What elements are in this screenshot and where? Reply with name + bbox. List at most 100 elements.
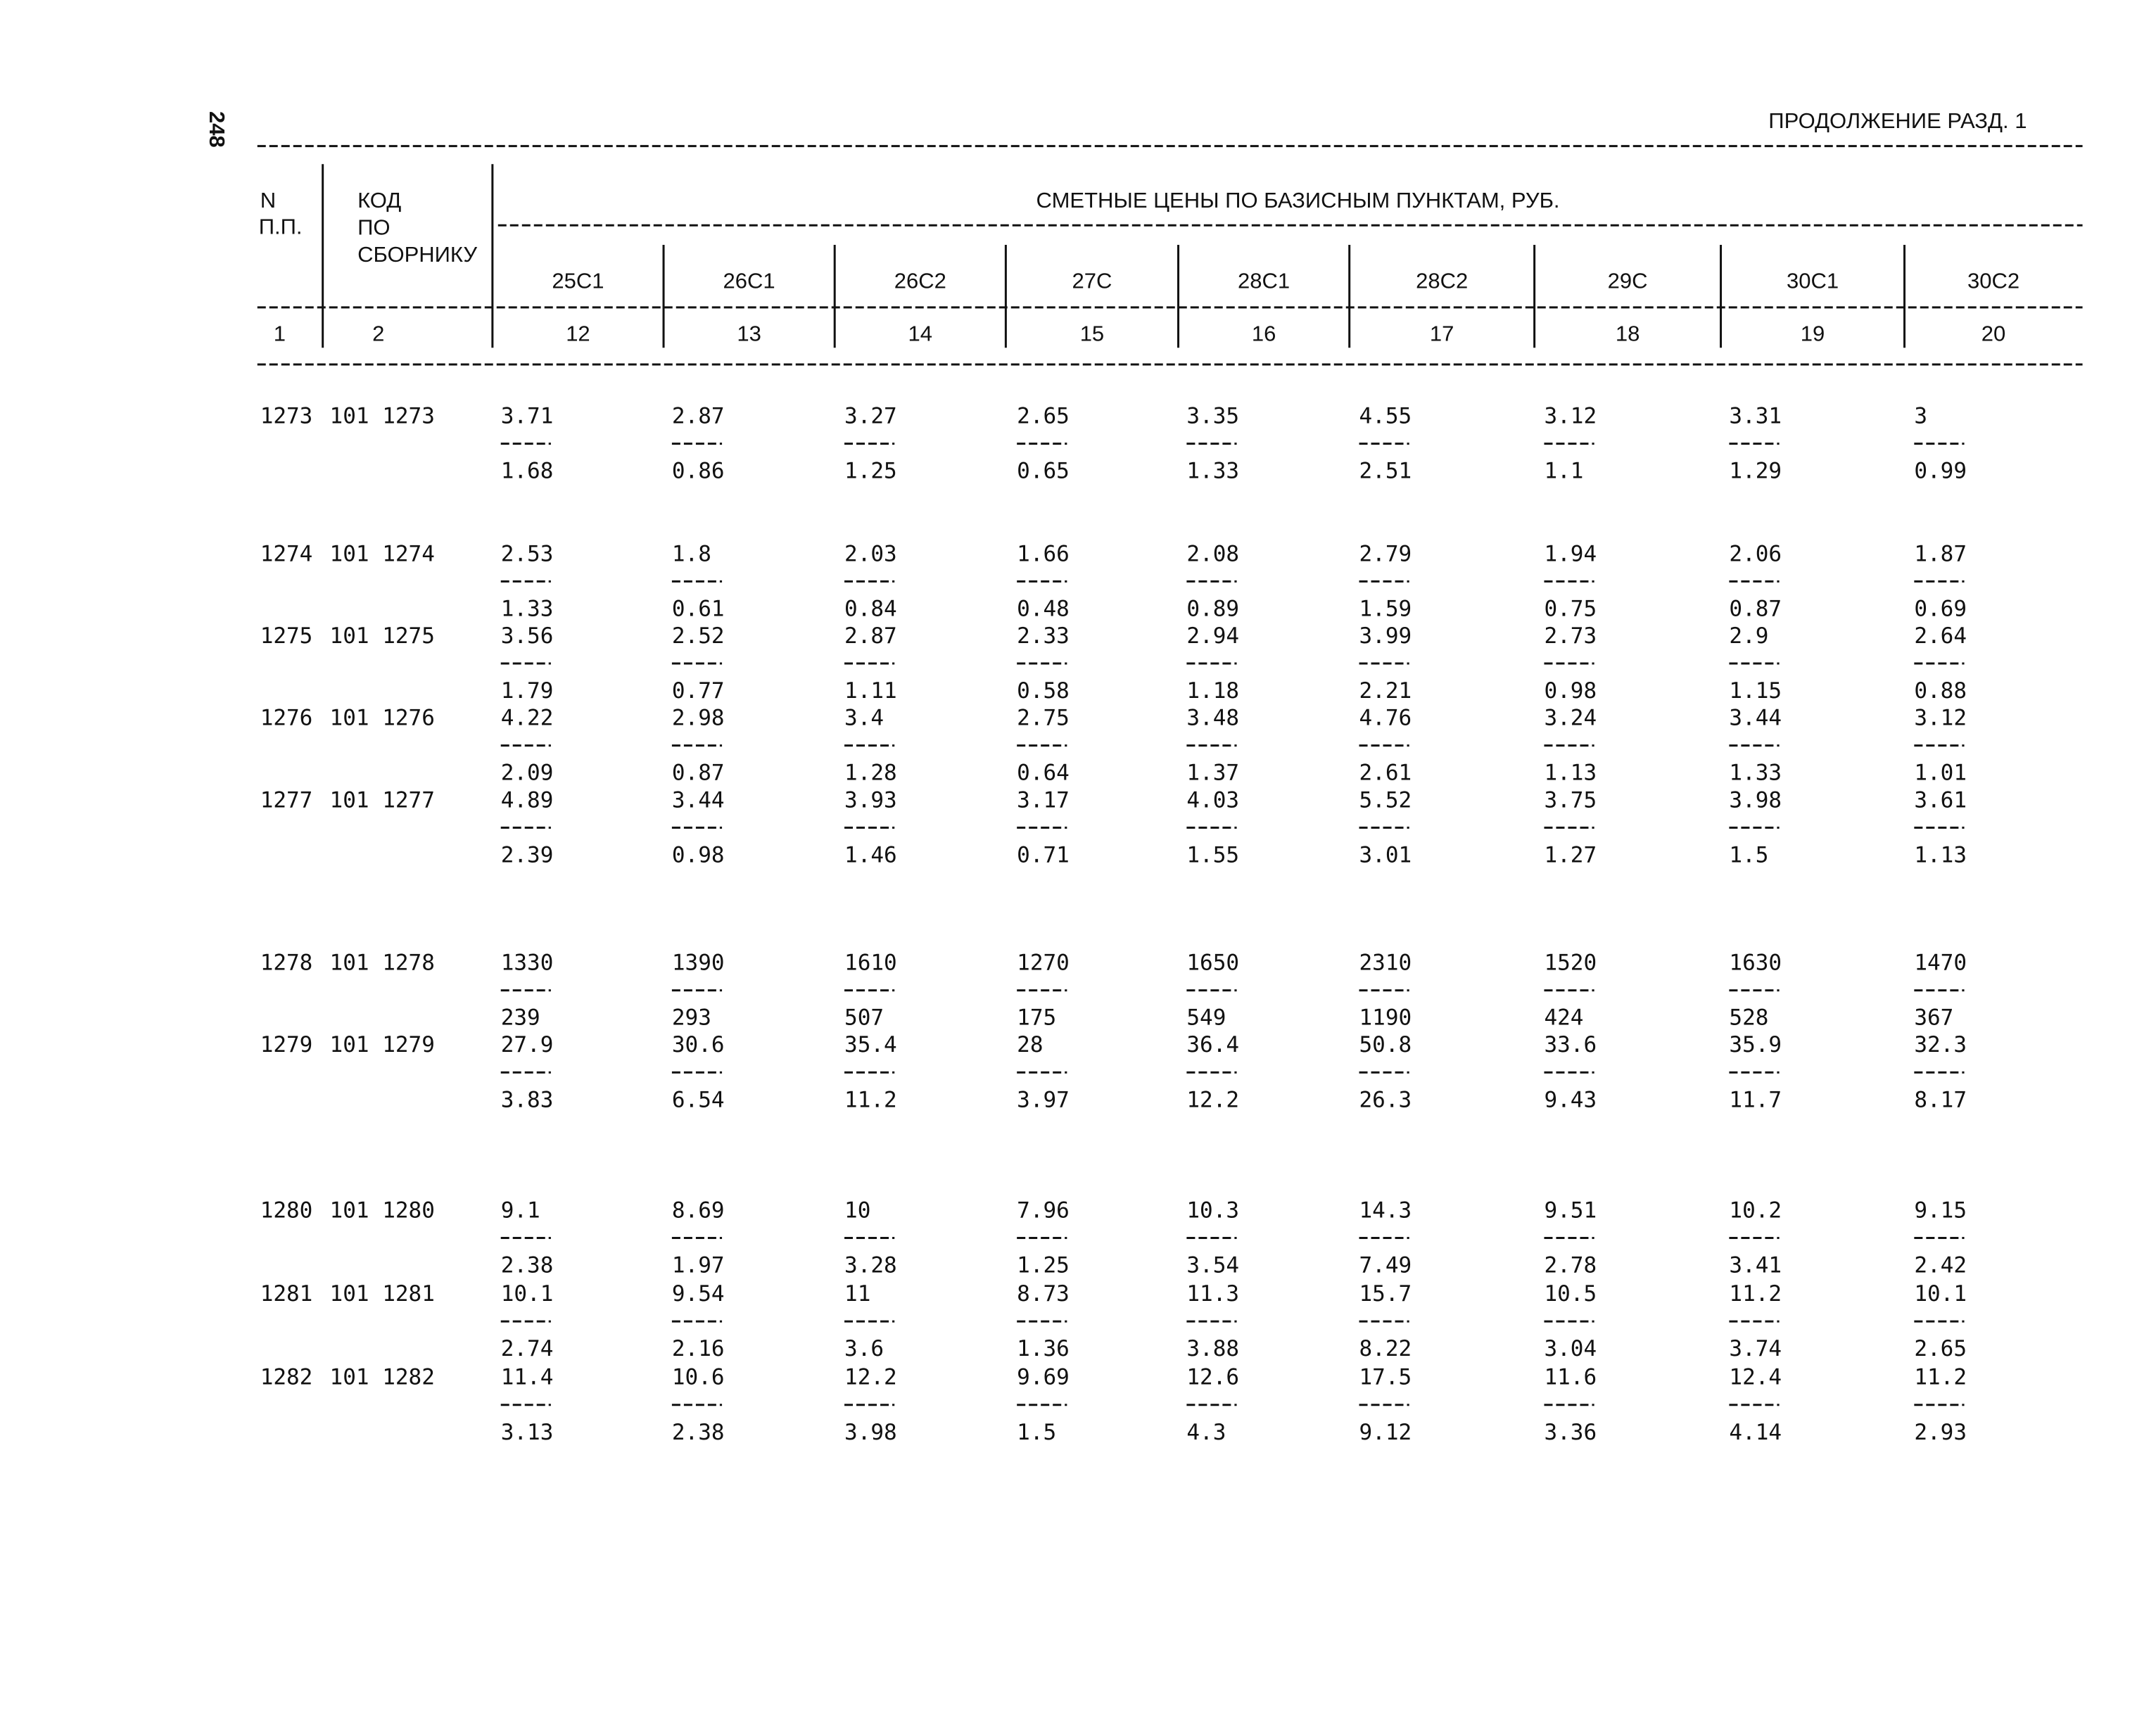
price-top: 4.89 — [501, 787, 554, 813]
column-name: 26С2 — [894, 269, 946, 293]
column-name: 29С — [1608, 269, 1648, 293]
row-code: 101 1277 — [330, 787, 435, 813]
price-bottom: 6.54 — [672, 1087, 725, 1112]
price-bottom: 11.7 — [1729, 1087, 1782, 1112]
price-bottom: 0.88 — [1914, 678, 1967, 704]
price-top: 2.9 — [1729, 623, 1768, 649]
price-top: 1470 — [1914, 951, 1967, 976]
price-top: 1650 — [1186, 951, 1239, 976]
page-number: 248 — [205, 111, 229, 148]
price-bottom: 367 — [1914, 1005, 1953, 1031]
price-top: 3.93 — [844, 787, 897, 813]
price-bottom: 26.3 — [1359, 1087, 1412, 1112]
price-bottom: 2.42 — [1914, 1253, 1967, 1278]
price-top: 2.75 — [1017, 706, 1070, 731]
price-top: 7.96 — [1017, 1197, 1070, 1223]
price-bottom: 3.28 — [844, 1253, 897, 1278]
price-top: 3.4 — [844, 706, 884, 731]
price-bottom: 239 — [501, 1005, 540, 1031]
price-top: 27.9 — [501, 1032, 554, 1057]
price-bottom: 0.98 — [1544, 678, 1597, 704]
number-label: П.П. — [259, 214, 303, 239]
price-top: 3.56 — [501, 623, 554, 649]
price-bottom: 1.01 — [1914, 761, 1967, 786]
price-top: 15.7 — [1359, 1281, 1412, 1307]
row-code: 101 1280 — [330, 1197, 435, 1223]
price-top: 2.52 — [672, 623, 725, 649]
price-bottom: 2.51 — [1359, 459, 1412, 484]
price-top: 1520 — [1544, 951, 1597, 976]
column-number: 1 — [274, 322, 286, 346]
price-top: 9.15 — [1914, 1197, 1967, 1223]
price-bottom: 3.36 — [1544, 1420, 1597, 1445]
row-code: 101 1274 — [330, 541, 435, 566]
price-bottom: 1.46 — [844, 842, 897, 868]
price-bottom: 0.69 — [1914, 596, 1967, 621]
price-top: 1390 — [672, 951, 725, 976]
price-top: 28 — [1017, 1032, 1043, 1057]
price-bottom: 507 — [844, 1005, 884, 1031]
column-name: 30С1 — [1787, 269, 1839, 293]
price-top: 12.4 — [1729, 1365, 1782, 1390]
price-bottom: 1.33 — [1729, 761, 1782, 786]
price-top: 3.99 — [1359, 623, 1412, 649]
row-code: 101 1273 — [330, 404, 435, 429]
price-top: 3.44 — [672, 787, 725, 813]
price-top: 4.76 — [1359, 706, 1412, 731]
price-bottom: 1.27 — [1544, 842, 1597, 868]
price-bottom: 4.14 — [1729, 1420, 1782, 1445]
price-bottom: 1.13 — [1914, 842, 1967, 868]
price-bottom: 1.18 — [1186, 678, 1239, 704]
row-number: 1281 — [260, 1281, 313, 1307]
price-bottom: 0.84 — [844, 596, 897, 621]
price-top: 3.71 — [501, 404, 554, 429]
price-top: 9.69 — [1017, 1365, 1070, 1390]
price-top: 32.3 — [1914, 1032, 1967, 1057]
row-number: 1274 — [260, 541, 313, 566]
price-top: 2.53 — [501, 541, 554, 566]
column-name: 26С1 — [723, 269, 775, 293]
price-top: 1270 — [1017, 951, 1070, 976]
price-top: 3.98 — [1729, 787, 1782, 813]
price-bottom: 2.38 — [672, 1420, 725, 1445]
price-bottom: 2.21 — [1359, 678, 1412, 704]
price-bottom: 4.3 — [1186, 1420, 1226, 1445]
price-bottom: 7.49 — [1359, 1253, 1412, 1278]
price-top: 1.66 — [1017, 541, 1070, 566]
price-bottom: 0.86 — [672, 459, 725, 484]
price-top: 11.6 — [1544, 1365, 1597, 1390]
price-bottom: 3.54 — [1186, 1253, 1239, 1278]
row-number: 1273 — [260, 404, 313, 429]
price-top: 2.65 — [1017, 404, 1070, 429]
price-bottom: 0.71 — [1017, 842, 1070, 868]
price-bottom: 1.55 — [1186, 842, 1239, 868]
price-top: 2.79 — [1359, 541, 1412, 566]
price-bottom: 1190 — [1359, 1005, 1412, 1031]
price-top: 11.4 — [501, 1365, 554, 1390]
price-bottom: 9.12 — [1359, 1420, 1412, 1445]
price-bottom: 0.99 — [1914, 459, 1967, 484]
price-top: 33.6 — [1544, 1032, 1597, 1057]
row-number: 1279 — [260, 1032, 313, 1057]
price-top: 3.27 — [844, 404, 897, 429]
row-code: 101 1278 — [330, 951, 435, 976]
price-top: 2.87 — [844, 623, 897, 649]
price-bottom: 3.83 — [501, 1087, 554, 1112]
price-bottom: 1.5 — [1017, 1420, 1056, 1445]
price-bottom: 424 — [1544, 1005, 1583, 1031]
price-bottom: 11.2 — [844, 1087, 897, 1112]
row-code: 101 1275 — [330, 623, 435, 649]
price-top: 10.2 — [1729, 1197, 1782, 1223]
price-top: 3.12 — [1914, 706, 1967, 731]
price-top: 3.31 — [1729, 404, 1782, 429]
price-top: 12.6 — [1186, 1365, 1239, 1390]
price-top: 1.87 — [1914, 541, 1967, 566]
column-number: 18 — [1616, 322, 1640, 346]
price-bottom: 0.65 — [1017, 459, 1070, 484]
price-bottom: 1.68 — [501, 459, 554, 484]
price-top: 3.75 — [1544, 787, 1597, 813]
price-bottom: 1.28 — [844, 761, 897, 786]
price-bottom: 0.77 — [672, 678, 725, 704]
row-number: 1277 — [260, 787, 313, 813]
price-bottom: 3.13 — [501, 1420, 554, 1445]
